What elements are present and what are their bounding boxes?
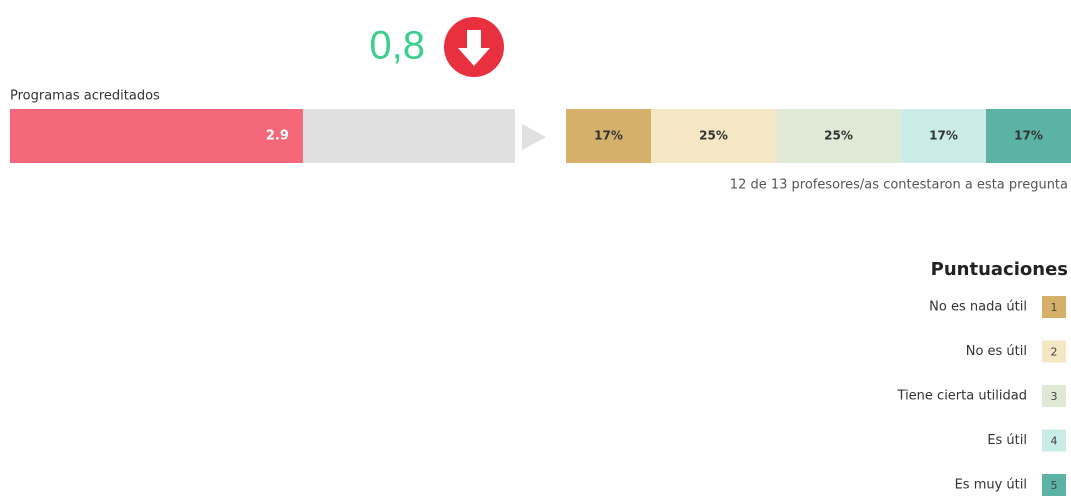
note: 12 de 13 profesores/as contestaron a est… [730, 178, 1068, 193]
legend-title: Puntuaciones [931, 259, 1068, 280]
legend-key-label: 1 [1051, 301, 1058, 314]
legend-key [1042, 474, 1066, 496]
legend-key-label: 2 [1051, 346, 1058, 359]
legend-key [1042, 429, 1066, 452]
arrow [522, 124, 546, 150]
legend-label: Tiene cierta utilidad [897, 389, 1027, 404]
segment-label: 25% [824, 129, 853, 143]
segment-label: 17% [594, 129, 623, 143]
legend-key-label: 4 [1051, 435, 1058, 448]
legend-key [1042, 385, 1066, 407]
bar-label: 2.9 [266, 129, 289, 144]
legend-key-label: 5 [1051, 479, 1058, 492]
legend-label: Es muy útil [955, 478, 1027, 493]
legend-label: No es nada útil [929, 300, 1027, 315]
segment [901, 109, 986, 163]
segment [986, 109, 1071, 163]
legend-key-label: 3 [1051, 390, 1058, 403]
legend-label: No es útil [966, 344, 1027, 359]
legend-key [1042, 340, 1066, 363]
delta: 0,8 [369, 24, 425, 68]
bar-title: Programas acreditados [10, 89, 160, 104]
down-arrow [458, 30, 490, 66]
legend-key [1042, 296, 1066, 318]
legend-label: Es útil [987, 433, 1027, 448]
segment [566, 109, 651, 163]
segment-label: 17% [929, 129, 958, 143]
segment [651, 109, 776, 163]
segment [776, 109, 901, 163]
bar [10, 109, 303, 163]
segment-label: 25% [699, 129, 728, 143]
segment-label: 17% [1014, 129, 1043, 143]
